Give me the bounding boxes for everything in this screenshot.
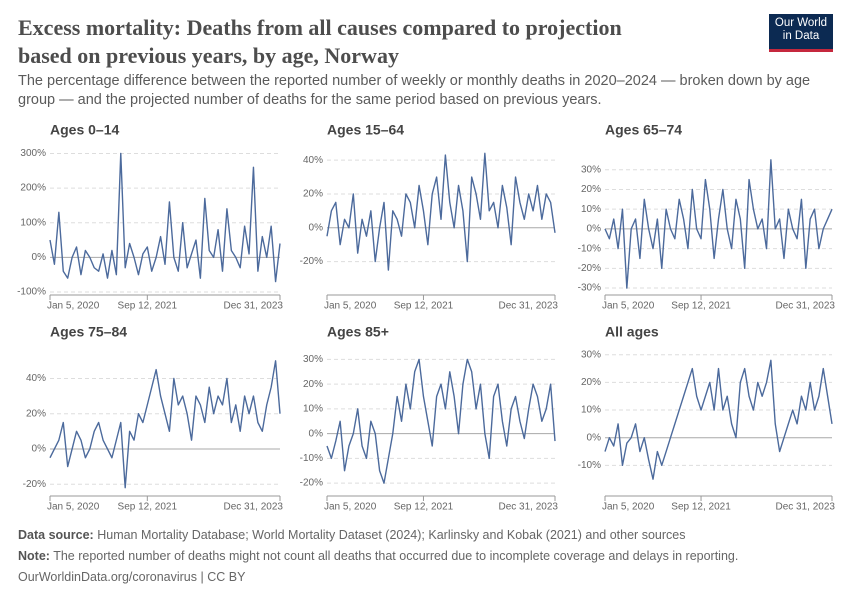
panel-title: Ages 0–14 <box>50 122 119 138</box>
y-tick-label: -20% <box>300 256 323 267</box>
x-tick-label: Dec 31, 2023 <box>224 301 284 312</box>
y-tick-label: -10% <box>578 460 601 471</box>
panel-title: Ages 75–84 <box>50 324 127 340</box>
panel-title: All ages <box>605 324 659 340</box>
y-tick-label: 0% <box>309 222 324 233</box>
y-tick-label: 0% <box>32 252 47 263</box>
y-tick-label: -100% <box>17 287 46 298</box>
y-tick-label: 200% <box>20 183 46 194</box>
data-line <box>326 358 556 484</box>
y-tick-label: 10% <box>303 404 323 415</box>
x-tick-label: Sep 12, 2021 <box>394 301 454 312</box>
x-tick-label: Jan 5, 2020 <box>602 502 655 513</box>
data-line <box>604 359 833 480</box>
data-line <box>49 360 281 489</box>
panel-title: Ages 15–64 <box>327 122 404 138</box>
y-tick-label: 40% <box>26 373 46 384</box>
y-tick-label: 20% <box>303 379 323 390</box>
note-text: The reported number of deaths might not … <box>53 549 739 563</box>
logo-text: Our World <box>774 17 828 29</box>
y-tick-label: 20% <box>581 184 601 195</box>
x-tick-label: Dec 31, 2023 <box>776 502 836 513</box>
logo[interactable]: Our World in Data <box>769 14 833 52</box>
x-tick-label: Dec 31, 2023 <box>499 301 559 312</box>
x-tick-label: Jan 5, 2020 <box>324 301 377 312</box>
x-tick-label: Sep 12, 2021 <box>118 301 178 312</box>
source: Data source: Human Mortality Database; W… <box>18 528 685 542</box>
data-line <box>604 159 833 289</box>
credit: OurWorldinData.org/coronavirus | CC BY <box>18 570 246 584</box>
y-tick-label: 20% <box>26 408 46 419</box>
panel-title: Ages 85+ <box>327 324 389 340</box>
y-tick-label: -20% <box>300 478 323 489</box>
source-text: Human Mortality Database; World Mortalit… <box>97 528 686 542</box>
y-tick-label: -10% <box>578 243 601 254</box>
y-tick-label: -10% <box>300 453 323 464</box>
x-tick-label: Jan 5, 2020 <box>602 301 655 312</box>
y-tick-label: 20% <box>303 189 323 200</box>
data-line <box>326 152 556 271</box>
y-tick-label: 10% <box>581 405 601 416</box>
x-tick-label: Dec 31, 2023 <box>224 502 284 513</box>
x-tick-label: Jan 5, 2020 <box>47 301 100 312</box>
y-tick-label: 300% <box>20 148 46 159</box>
y-tick-label: 10% <box>581 204 601 215</box>
x-tick-label: Sep 12, 2021 <box>394 502 454 513</box>
y-tick-label: 0% <box>587 432 602 443</box>
subtitle: The percentage difference between the re… <box>18 73 811 108</box>
y-tick-label: 100% <box>20 217 46 228</box>
panel-title: Ages 65–74 <box>605 122 682 138</box>
y-tick-label: 0% <box>309 428 324 439</box>
x-tick-label: Sep 12, 2021 <box>671 502 731 513</box>
title: Excess mortality: Deaths from all causes… <box>18 15 622 68</box>
y-tick-label: 0% <box>587 224 602 235</box>
note-label: Note: <box>18 549 50 563</box>
y-tick-label: 30% <box>303 354 323 365</box>
y-tick-label: 30% <box>581 349 601 360</box>
y-tick-label: 20% <box>581 377 601 388</box>
y-tick-label: 30% <box>581 164 601 175</box>
y-tick-label: -30% <box>578 283 601 294</box>
x-tick-label: Sep 12, 2021 <box>671 301 731 312</box>
logo-text: in Data <box>782 30 820 42</box>
note: Note: The reported number of deaths migh… <box>18 549 738 563</box>
chart: Ages 0–14 -100% 0% 100% 200% 300% Jan 5, 2020 S… <box>17 122 836 513</box>
x-tick-label: Dec 31, 2023 <box>499 502 559 513</box>
x-tick-label: Sep 12, 2021 <box>118 502 178 513</box>
source-label: Data source: <box>18 528 94 542</box>
data-line <box>49 152 281 283</box>
y-tick-label: -20% <box>23 479 46 490</box>
y-tick-label: 40% <box>303 155 323 166</box>
x-tick-label: Jan 5, 2020 <box>324 502 377 513</box>
x-tick-label: Jan 5, 2020 <box>47 502 100 513</box>
y-tick-label: 0% <box>32 444 47 455</box>
x-tick-label: Dec 31, 2023 <box>776 301 836 312</box>
y-tick-label: -20% <box>578 263 601 274</box>
